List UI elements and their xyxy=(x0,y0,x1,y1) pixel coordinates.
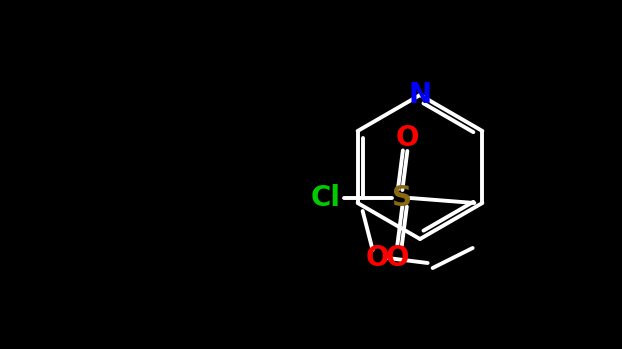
Text: Cl: Cl xyxy=(310,184,340,212)
Text: O: O xyxy=(396,124,419,152)
Text: N: N xyxy=(409,81,432,109)
Text: O: O xyxy=(366,244,389,272)
Text: O: O xyxy=(386,244,409,272)
Text: S: S xyxy=(392,184,412,212)
